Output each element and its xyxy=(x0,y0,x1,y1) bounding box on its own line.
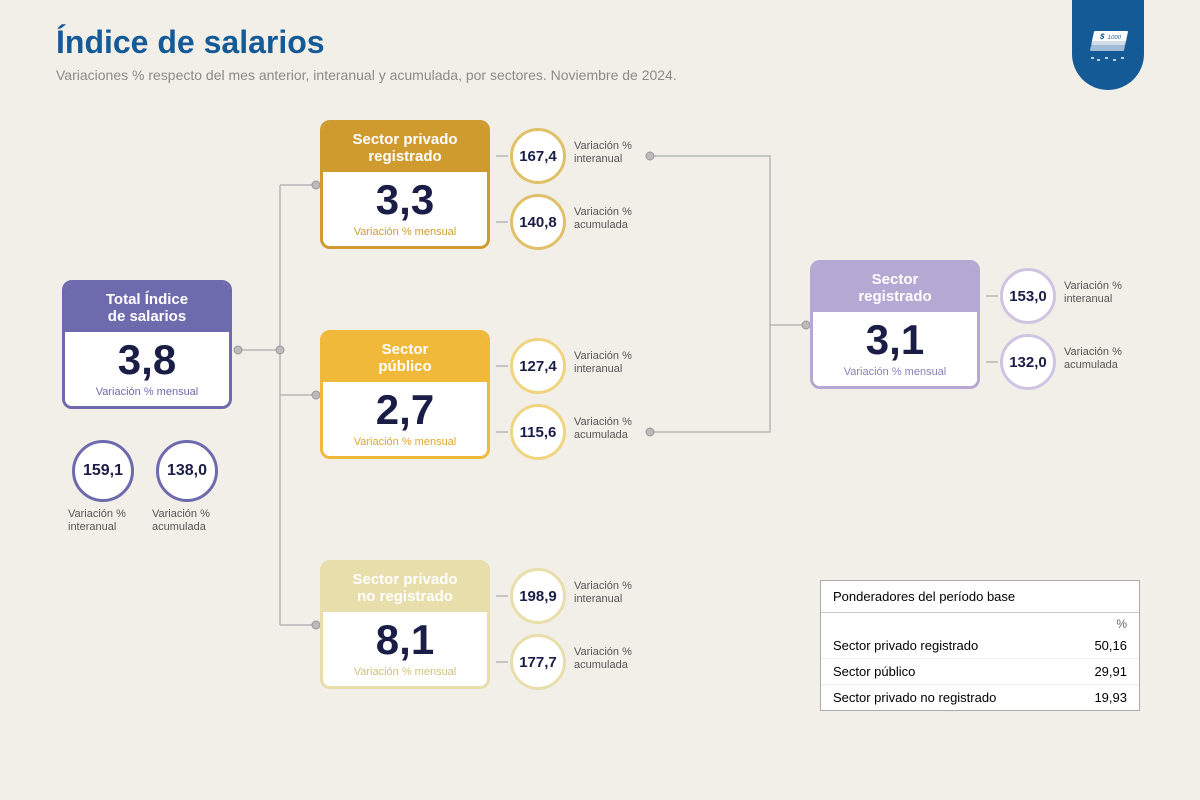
bubble-label-priv-noreg-acumulada: Variación %acumulada xyxy=(574,646,654,672)
card-body-priv-reg: 3,3 Variación % mensual xyxy=(323,172,487,246)
card-value-total: 3,8 xyxy=(71,336,223,384)
card-total: Total Índicede salarios3,8 Variación % me… xyxy=(62,280,232,409)
bubble-priv-reg-acumulada: 140,8 xyxy=(510,194,566,250)
card-sub-publico: Variación % mensual xyxy=(329,436,481,448)
page-subtitle: Variaciones % respecto del mes anterior,… xyxy=(56,67,677,83)
ponderadores-col-header: % xyxy=(821,613,1139,633)
card-value-registrado: 3,1 xyxy=(819,316,971,364)
card-body-total: 3,8 Variación % mensual xyxy=(65,332,229,406)
money-stack-icon: $ 1000 xyxy=(1085,27,1131,63)
page-title: Índice de salarios xyxy=(56,24,677,61)
card-head-priv-reg: Sector privadoregistrado xyxy=(323,123,487,172)
ponderadores-row-label: Sector privado registrado xyxy=(833,638,978,653)
money-badge: $ 1000 xyxy=(1072,0,1144,90)
card-registrado: Sectorregistrado3,1 Variación % mensual xyxy=(810,260,980,389)
card-sub-priv-reg: Variación % mensual xyxy=(329,226,481,238)
ponderadores-row-label: Sector privado no registrado xyxy=(833,690,996,705)
bubble-priv-noreg-acumulada: 177,7 xyxy=(510,634,566,690)
card-priv-reg: Sector privadoregistrado3,3 Variación % m… xyxy=(320,120,490,249)
bubble-label-total-interanual: Variación %interanual xyxy=(68,508,148,534)
card-value-publico: 2,7 xyxy=(329,386,481,434)
bubble-label-total-acumulada: Variación %acumulada xyxy=(152,508,232,534)
header: Índice de salarios Variaciones % respect… xyxy=(56,24,677,83)
bubble-registrado-interanual: 153,0 xyxy=(1000,268,1056,324)
svg-text:1000: 1000 xyxy=(1107,35,1122,41)
bubble-label-priv-reg-interanual: Variación %interanual xyxy=(574,140,654,166)
card-body-priv-noreg: 8,1 Variación % mensual xyxy=(323,612,487,686)
card-body-registrado: 3,1 Variación % mensual xyxy=(813,312,977,386)
bubble-label-priv-noreg-interanual: Variación %interanual xyxy=(574,580,654,606)
ponderadores-title: Ponderadores del período base xyxy=(821,581,1139,613)
ponderadores-row-label: Sector público xyxy=(833,664,915,679)
card-sub-priv-noreg: Variación % mensual xyxy=(329,666,481,678)
ponderadores-row: Sector privado no registrado 19,93 xyxy=(821,684,1139,710)
card-head-priv-noreg: Sector privadono registrado xyxy=(323,563,487,612)
ponderadores-table: Ponderadores del período base % Sector p… xyxy=(820,580,1140,711)
ponderadores-row-value: 29,91 xyxy=(1094,664,1127,679)
card-sub-registrado: Variación % mensual xyxy=(819,366,971,378)
bubble-registrado-acumulada: 132,0 xyxy=(1000,334,1056,390)
card-head-registrado: Sectorregistrado xyxy=(813,263,977,312)
card-head-total: Total Índicede salarios xyxy=(65,283,229,332)
bubble-priv-noreg-interanual: 198,9 xyxy=(510,568,566,624)
bubble-publico-interanual: 127,4 xyxy=(510,338,566,394)
ponderadores-row-value: 19,93 xyxy=(1094,690,1127,705)
card-sub-total: Variación % mensual xyxy=(71,386,223,398)
bubble-label-registrado-interanual: Variación %interanual xyxy=(1064,280,1144,306)
card-value-priv-reg: 3,3 xyxy=(329,176,481,224)
bubble-label-priv-reg-acumulada: Variación %acumulada xyxy=(574,206,654,232)
bubble-total-interanual: 159,1 xyxy=(72,440,134,502)
ponderadores-row: Sector público 29,91 xyxy=(821,658,1139,684)
card-priv-noreg: Sector privadono registrado8,1 Variación … xyxy=(320,560,490,689)
bubble-label-publico-interanual: Variación %interanual xyxy=(574,350,654,376)
card-body-publico: 2,7 Variación % mensual xyxy=(323,382,487,456)
card-publico: Sectorpúblico2,7 Variación % mensual xyxy=(320,330,490,459)
ponderadores-row: Sector privado registrado 50,16 xyxy=(821,633,1139,658)
bubble-publico-acumulada: 115,6 xyxy=(510,404,566,460)
bubble-label-publico-acumulada: Variación %acumulada xyxy=(574,416,654,442)
card-head-publico: Sectorpúblico xyxy=(323,333,487,382)
bubble-priv-reg-interanual: 167,4 xyxy=(510,128,566,184)
bubble-label-registrado-acumulada: Variación %acumulada xyxy=(1064,346,1144,372)
ponderadores-row-value: 50,16 xyxy=(1094,638,1127,653)
card-value-priv-noreg: 8,1 xyxy=(329,616,481,664)
bubble-total-acumulada: 138,0 xyxy=(156,440,218,502)
